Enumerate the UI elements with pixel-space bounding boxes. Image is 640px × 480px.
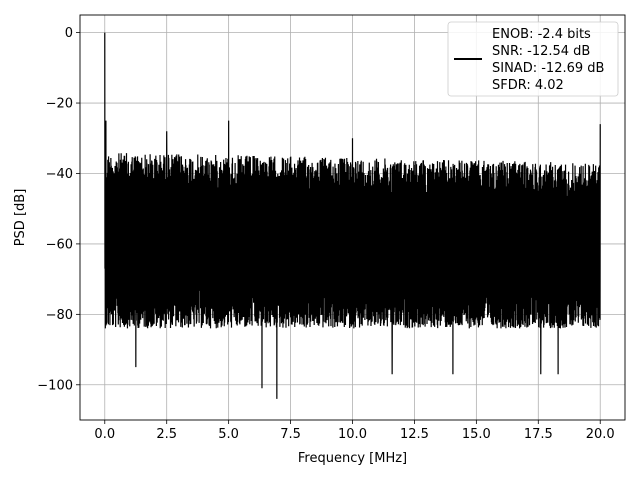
y-tick-label: −100 (37, 378, 73, 393)
x-tick-label: 2.5 (156, 427, 177, 442)
y-tick-label: 0 (65, 26, 73, 41)
x-tick-label: 5.0 (218, 427, 239, 442)
psd-series-line (104, 32, 601, 399)
legend-snr: SNR: -12.54 dB (492, 44, 590, 59)
x-axis-label: Frequency [MHz] (298, 451, 407, 466)
legend-sfdr: SFDR: 4.02 (492, 78, 564, 93)
y-axis-label: PSD [dB] (13, 189, 28, 247)
plot-area (104, 32, 601, 399)
x-axis: 0.0 2.5 5.0 7.5 10.0 12.5 15.0 17.5 20.0 (94, 420, 615, 442)
y-tick-label: −40 (46, 167, 73, 182)
legend-sinad: SINAD: -12.69 dB (492, 61, 604, 76)
x-tick-label: 12.5 (400, 427, 429, 442)
x-tick-label: 10.0 (338, 427, 367, 442)
legend: ENOB: -2.4 bits SNR: -12.54 dB SINAD: -1… (447, 21, 619, 97)
legend-box (447, 21, 619, 97)
y-tick-label: −60 (46, 237, 73, 252)
y-tick-label: −20 (46, 97, 73, 112)
x-tick-label: 15.0 (462, 427, 491, 442)
y-axis: 0 −20 −40 −60 −80 −100 (37, 26, 80, 393)
x-tick-label: 7.5 (280, 427, 301, 442)
x-tick-label: 20.0 (586, 427, 615, 442)
y-tick-label: −80 (46, 308, 73, 323)
legend-enob: ENOB: -2.4 bits (492, 27, 591, 42)
x-tick-label: 17.5 (524, 427, 553, 442)
x-tick-label: 0.0 (94, 427, 115, 442)
